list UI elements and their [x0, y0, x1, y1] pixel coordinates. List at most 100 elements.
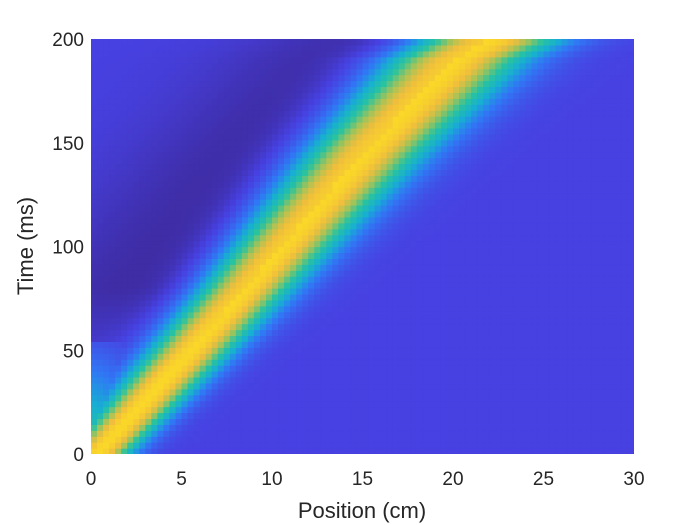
- heatmap-cell: [127, 406, 134, 414]
- heatmap-cell: [374, 222, 382, 230]
- heatmap-cell: [193, 371, 201, 378]
- heatmap-cell: [368, 376, 376, 384]
- heatmap-cell: [247, 270, 255, 277]
- heatmap-cell: [368, 341, 376, 348]
- heatmap-cell: [597, 323, 605, 331]
- heatmap-cell: [308, 347, 315, 354]
- heatmap-cell: [410, 151, 418, 159]
- heatmap-cell: [205, 394, 213, 402]
- heatmap-cell: [265, 359, 273, 366]
- heatmap-cell: [175, 353, 183, 360]
- heatmap-cell: [320, 270, 327, 277]
- heatmap-cell: [621, 311, 629, 319]
- heatmap-cell: [344, 122, 352, 129]
- heatmap-cell: [603, 406, 611, 414]
- heatmap-cell: [591, 353, 599, 360]
- heatmap-cell: [344, 133, 352, 141]
- heatmap-cell: [609, 305, 617, 313]
- heatmap-cell: [151, 353, 158, 360]
- heatmap-cell: [392, 418, 400, 425]
- heatmap-cell: [175, 199, 183, 206]
- heatmap-cell: [446, 371, 454, 378]
- heatmap-cell: [109, 365, 116, 372]
- heatmap-cell: [121, 133, 128, 141]
- heatmap-cell: [199, 175, 207, 182]
- heatmap-cell: [380, 133, 388, 141]
- heatmap-cell: [181, 335, 189, 342]
- heatmap-cell: [145, 127, 152, 135]
- heatmap-cell: [326, 436, 333, 443]
- heatmap-cell: [495, 246, 502, 254]
- heatmap-cell: [211, 365, 219, 372]
- heatmap-cell: [513, 258, 520, 265]
- heatmap-cell: [555, 228, 563, 236]
- heatmap-cell: [187, 394, 195, 402]
- heatmap-cell: [428, 365, 436, 372]
- heatmap-cell: [157, 175, 164, 182]
- heatmap-cell: [531, 210, 539, 218]
- heatmap-cell: [603, 216, 611, 224]
- heatmap-cell: [543, 400, 551, 408]
- heatmap-cell: [223, 412, 231, 420]
- heatmap-cell: [362, 270, 370, 277]
- heatmap-cell: [121, 371, 128, 378]
- heatmap-cell: [241, 187, 249, 194]
- heatmap-cell: [597, 210, 605, 218]
- heatmap-cell: [621, 246, 629, 254]
- heatmap-cell: [513, 228, 520, 236]
- heatmap-cell: [507, 335, 514, 342]
- heatmap-cell: [308, 448, 315, 454]
- heatmap-cell: [440, 382, 448, 390]
- heatmap-cell: [603, 442, 611, 449]
- heatmap-cell: [205, 323, 213, 331]
- heatmap-cell: [459, 222, 466, 230]
- heatmap-cell: [465, 216, 472, 224]
- heatmap-cell: [223, 341, 231, 348]
- heatmap-cell: [465, 293, 472, 301]
- heatmap-cell: [296, 222, 303, 230]
- heatmap-cell: [253, 234, 261, 242]
- heatmap-cell: [567, 270, 575, 277]
- heatmap-cell: [205, 205, 213, 212]
- heatmap-cell: [115, 288, 122, 295]
- heatmap-cell: [585, 175, 593, 182]
- heatmap-cell: [549, 151, 557, 159]
- heatmap-cell: [169, 406, 177, 414]
- heatmap-cell: [609, 246, 617, 254]
- heatmap-cell: [392, 222, 400, 230]
- heatmap-cell: [501, 139, 508, 147]
- heatmap-cell: [609, 175, 617, 182]
- heatmap-cell: [169, 323, 177, 331]
- heatmap-cell: [459, 293, 466, 301]
- heatmap-cell: [434, 365, 442, 372]
- heatmap-cell: [561, 157, 569, 165]
- heatmap-cell: [495, 317, 502, 325]
- heatmap-cell: [459, 163, 466, 171]
- heatmap-cell: [314, 288, 321, 295]
- heatmap-cell: [495, 288, 502, 295]
- heatmap-cell: [543, 311, 551, 319]
- heatmap-cell: [344, 305, 352, 313]
- heatmap-cell: [483, 193, 490, 200]
- heatmap-cell: [344, 222, 352, 230]
- heatmap-cell: [416, 341, 424, 348]
- heatmap-cell: [489, 293, 496, 301]
- heatmap-cell: [181, 406, 189, 414]
- heatmap-cell: [235, 406, 243, 414]
- heatmap-cell: [253, 127, 261, 135]
- heatmap-cell: [477, 270, 484, 277]
- heatmap-cell: [422, 270, 430, 277]
- heatmap-cell: [211, 418, 219, 425]
- heatmap-cell: [603, 187, 611, 194]
- heatmap-cell: [609, 258, 617, 265]
- heatmap-cell: [627, 246, 634, 254]
- heatmap-cell: [621, 382, 629, 390]
- heatmap-cell: [320, 382, 327, 390]
- heatmap-cell: [145, 216, 152, 224]
- heatmap-cell: [314, 382, 321, 390]
- heatmap-cell: [187, 418, 195, 425]
- heatmap-cell: [290, 305, 297, 313]
- heatmap-cell: [573, 329, 581, 337]
- heatmap-cell: [531, 424, 539, 431]
- heatmap-cell: [404, 246, 412, 254]
